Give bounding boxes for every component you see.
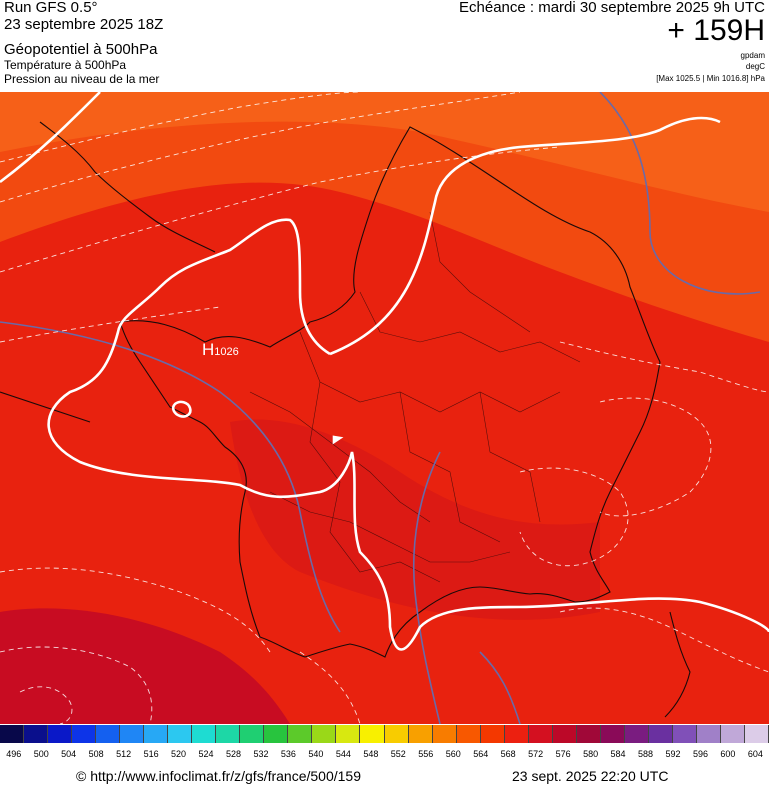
color-swatch	[360, 725, 385, 743]
cooler-zone-centre	[230, 419, 600, 620]
color-swatch	[384, 725, 409, 743]
warm-band-far-north	[0, 92, 769, 212]
color-scale-label: 588	[638, 749, 654, 759]
run-date: 23 septembre 2025 18Z	[4, 16, 164, 33]
color-swatch	[192, 725, 217, 743]
color-scale-label: 496	[6, 749, 22, 759]
color-swatch	[72, 725, 97, 743]
isobars	[0, 92, 761, 724]
color-swatch	[336, 725, 361, 743]
field-title-pressure: Pression au niveau de la mer	[4, 72, 160, 86]
color-scale-label: 600	[720, 749, 736, 759]
color-swatch	[648, 725, 673, 743]
high-pressure-letter: H	[202, 340, 215, 359]
color-scale-label: 508	[88, 749, 104, 759]
high-pressure-value: 1026	[214, 346, 239, 358]
color-swatch	[120, 725, 145, 743]
color-swatch	[720, 725, 745, 743]
color-scale-label: 516	[143, 749, 159, 759]
color-scale-label: 572	[528, 749, 544, 759]
color-swatch	[48, 725, 73, 743]
color-scale-label: 580	[583, 749, 599, 759]
color-swatch	[144, 725, 169, 743]
color-scale-label: 568	[500, 749, 516, 759]
color-scale-label: 584	[610, 749, 626, 759]
color-swatch	[552, 725, 577, 743]
color-scale-label: 560	[445, 749, 461, 759]
color-scale-label: 596	[692, 749, 708, 759]
color-swatch	[744, 725, 769, 743]
color-swatch	[432, 725, 457, 743]
generation-date: 23 sept. 2025 22:20 UTC	[512, 768, 669, 784]
isohypses	[0, 92, 769, 651]
unit-geopotential: gpdam	[740, 51, 765, 60]
color-swatch	[240, 725, 265, 743]
color-scale-label: 528	[225, 749, 241, 759]
field-title-temperature: Température à 500hPa	[4, 58, 127, 72]
color-scale-label: 532	[253, 749, 269, 759]
color-scale-label: 500	[33, 749, 49, 759]
color-swatch	[624, 725, 649, 743]
color-swatch	[696, 725, 721, 743]
color-scale-label: 520	[171, 749, 187, 759]
color-swatch	[528, 725, 553, 743]
color-scale-label: 604	[747, 749, 763, 759]
source-url: © http://www.infoclimat.fr/z/gfs/france/…	[76, 768, 361, 784]
pressure-range: [Max 1025.5 | Min 1016.8] hPa	[656, 74, 765, 83]
color-swatch	[672, 725, 697, 743]
color-swatch	[168, 725, 193, 743]
color-swatch	[576, 725, 601, 743]
color-swatch	[96, 725, 121, 743]
run-title: Run GFS 0.5°	[4, 0, 98, 16]
color-scale-label: 556	[418, 749, 434, 759]
color-swatch	[24, 725, 49, 743]
region-borders	[249, 211, 581, 583]
color-scale-label: 536	[280, 749, 296, 759]
color-scale-label: 576	[555, 749, 571, 759]
lead-time: + 159H	[667, 14, 765, 47]
color-swatch	[456, 725, 481, 743]
color-scale-label: 504	[61, 749, 77, 759]
color-swatch	[312, 725, 337, 743]
color-swatch	[504, 725, 529, 743]
color-swatch	[600, 725, 625, 743]
isotherms	[0, 92, 769, 724]
color-swatch	[480, 725, 505, 743]
color-swatch	[264, 725, 289, 743]
color-scale-labels: 496 500 504 508 512 516 520 524 528 532 536 540 544 5…	[0, 749, 769, 763]
color-swatch	[288, 725, 313, 743]
color-scale-label: 564	[473, 749, 489, 759]
color-swatch	[408, 725, 433, 743]
color-scale-label: 592	[665, 749, 681, 759]
color-scale-label: 524	[198, 749, 214, 759]
unit-temperature: degC	[745, 62, 765, 71]
color-scale-label: 512	[116, 749, 132, 759]
color-scale-label: 548	[363, 749, 379, 759]
forecast-map	[0, 92, 769, 724]
color-scale-label: 540	[308, 749, 324, 759]
color-scale-bar	[0, 725, 769, 745]
color-swatch	[216, 725, 241, 743]
color-scale-label: 552	[390, 749, 406, 759]
color-scale-label: 544	[335, 749, 351, 759]
color-swatch	[0, 725, 25, 743]
field-title-geopotential: Géopotentiel à 500hPa	[4, 41, 158, 58]
high-pressure-label: H1026	[202, 340, 239, 360]
forecast-valid-time: Echéance : mardi 30 septembre 2025 9h UT…	[459, 0, 765, 16]
cold-zone-southwest	[0, 608, 290, 724]
